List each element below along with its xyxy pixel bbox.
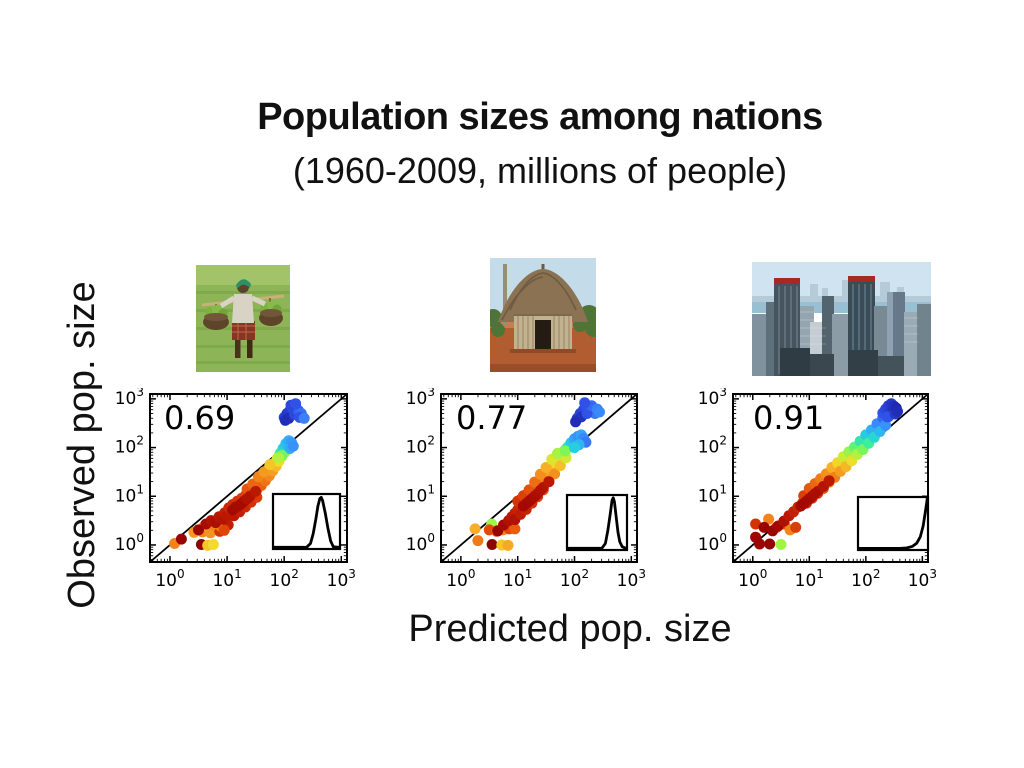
farmer-figure [219,279,267,358]
page-title: Population sizes among nations [257,96,823,138]
svg-text:100: 100 [698,531,727,555]
doorway [535,320,551,350]
svg-text:103: 103 [115,388,144,409]
y-axis-label: Observed pop. size [61,281,103,609]
svg-text:103: 103 [327,567,356,591]
inset-distribution [271,492,342,551]
axis-frame [149,393,348,563]
svg-text:102: 102 [698,434,727,458]
photo-farmer-rice-field [196,265,290,372]
scatter-plot-village: 100 100 101 101 102 102 103 103 [406,388,646,591]
photo-thatched-hut [490,258,596,372]
svg-text:103: 103 [698,388,727,409]
skyscrapers [752,276,931,376]
svg-text:101: 101 [698,482,727,506]
inset-distribution [856,495,930,552]
tick-labels: 100 100 101 101 102 102 103 103 [698,388,937,591]
svg-text:103: 103 [617,567,646,591]
svg-text:101: 101 [406,482,435,506]
svg-text:100: 100 [738,567,767,591]
svg-text:101: 101 [503,567,532,591]
scatter-points [469,397,605,551]
scatter-points [169,398,310,551]
axis-frame [732,393,929,563]
harbor-water [752,302,931,313]
svg-text:101: 101 [115,482,144,506]
svg-text:100: 100 [446,567,475,591]
svg-text:103: 103 [406,388,435,409]
scatter-plot-urban: 100 100 101 101 102 102 103 103 [698,388,937,591]
svg-text:102: 102 [560,567,589,591]
correlation-label-urban: 0.91 [753,399,825,437]
svg-text:101: 101 [212,567,241,591]
basket-left [203,304,229,330]
svg-text:100: 100 [406,531,435,555]
svg-text:102: 102 [406,434,435,458]
wooden-pole [503,264,507,326]
hut [498,264,588,353]
svg-text:103: 103 [908,567,937,591]
correlation-label-rural: 0.69 [164,399,236,437]
svg-text:102: 102 [851,567,880,591]
scatter-plot-rural: 100 100 101 101 102 102 103 103 [115,388,356,591]
svg-text:100: 100 [115,531,144,555]
x-axis-label: Predicted pop. size [408,608,732,650]
svg-text:101: 101 [795,567,824,591]
inset-distribution [565,493,629,552]
photo-city-skyline [752,262,931,376]
svg-text:102: 102 [270,567,299,591]
svg-text:100: 100 [155,567,184,591]
green-cap [236,279,251,289]
correlation-label-village: 0.77 [456,399,528,437]
svg-text:102: 102 [115,434,144,458]
scatter-points [750,398,903,550]
page-subtitle: (1960-2009, millions of people) [292,150,788,191]
axis-frame [440,393,638,563]
